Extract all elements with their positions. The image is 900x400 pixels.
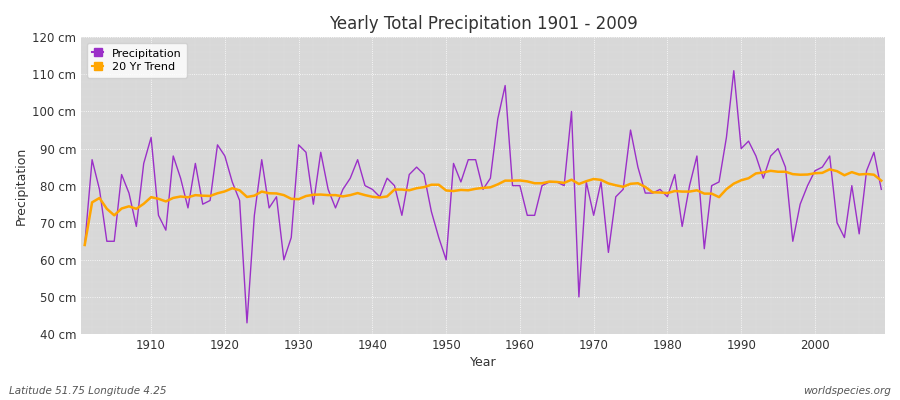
Line: Precipitation: Precipitation [85, 71, 881, 323]
20 Yr Trend [345, 193, 356, 198]
20 Yr Trend [139, 201, 149, 206]
Precipitation [728, 68, 739, 73]
20 Yr Trend [876, 178, 886, 183]
20 Yr Trend [301, 194, 311, 198]
Precipitation [79, 242, 90, 247]
Precipitation [610, 194, 621, 199]
Y-axis label: Precipitation: Precipitation [15, 146, 28, 225]
Precipitation [352, 157, 363, 162]
Precipitation [522, 213, 533, 218]
Text: worldspecies.org: worldspecies.org [803, 386, 891, 396]
20 Yr Trend [507, 178, 517, 183]
Precipitation [139, 161, 149, 166]
Precipitation [515, 183, 526, 188]
Text: Latitude 51.75 Longitude 4.25: Latitude 51.75 Longitude 4.25 [9, 386, 166, 396]
Precipitation [876, 187, 886, 192]
Legend: Precipitation, 20 Yr Trend: Precipitation, 20 Yr Trend [86, 43, 187, 78]
20 Yr Trend [515, 178, 526, 183]
20 Yr Trend [603, 181, 614, 186]
Line: 20 Yr Trend: 20 Yr Trend [85, 169, 881, 245]
Precipitation [308, 202, 319, 206]
Title: Yearly Total Precipitation 1901 - 2009: Yearly Total Precipitation 1901 - 2009 [328, 15, 637, 33]
Precipitation [241, 320, 252, 325]
20 Yr Trend [79, 242, 90, 247]
20 Yr Trend [824, 167, 835, 172]
X-axis label: Year: Year [470, 356, 496, 369]
